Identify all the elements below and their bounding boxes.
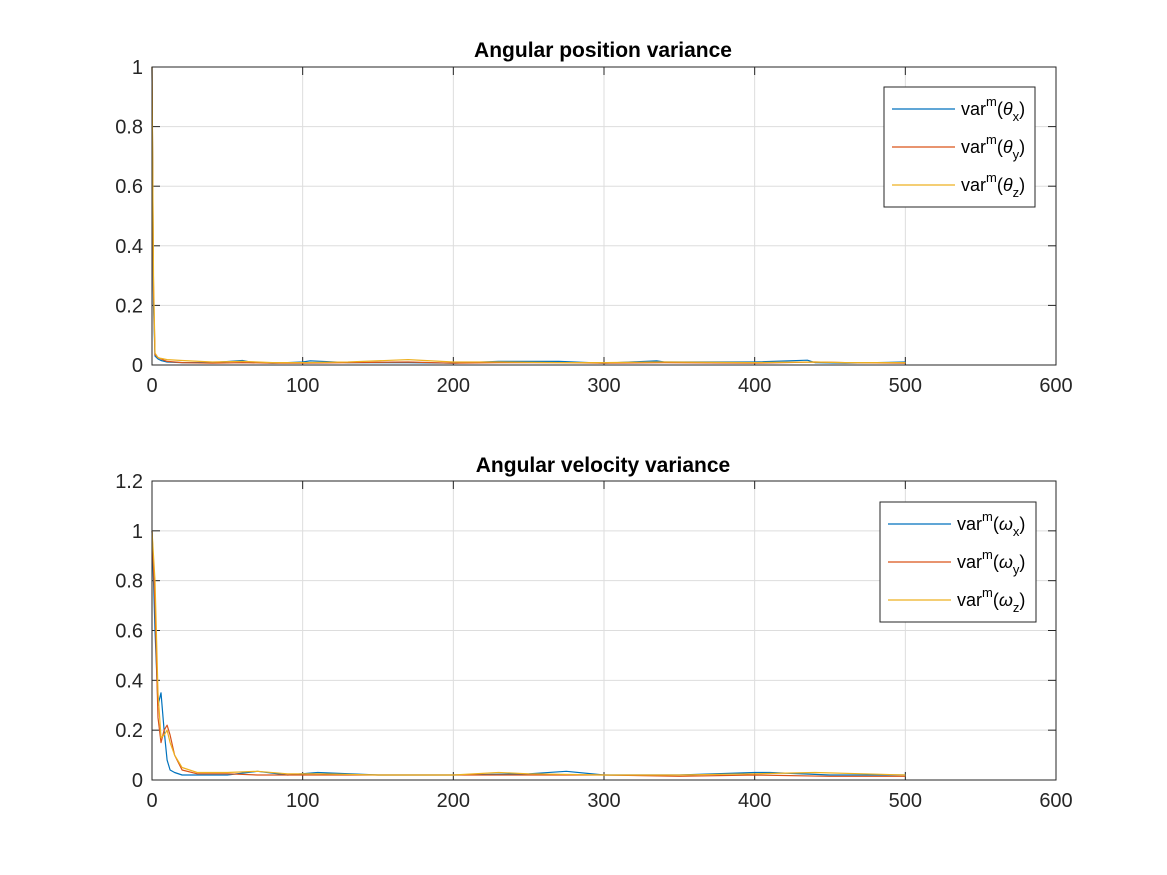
x-tick-label: 0 bbox=[146, 375, 157, 397]
x-tick-label: 100 bbox=[286, 790, 319, 812]
legend-sym: ω bbox=[999, 552, 1013, 572]
legend-open: ( bbox=[997, 99, 1003, 119]
legend-var: var bbox=[961, 137, 986, 157]
legend-sym: ω bbox=[999, 590, 1013, 610]
plot-lines bbox=[151, 66, 906, 364]
legend-entry: varm(ωx) bbox=[957, 509, 1025, 539]
plot-lines bbox=[151, 530, 906, 777]
axes-box bbox=[151, 66, 1057, 366]
legend-open: ( bbox=[997, 175, 1003, 195]
x-tick-label: 300 bbox=[587, 375, 620, 397]
legend-sup: m bbox=[982, 585, 993, 600]
legend-entry: varm(ωy) bbox=[957, 547, 1025, 577]
legend-close: ) bbox=[1019, 590, 1025, 610]
x-tick-label: 500 bbox=[889, 790, 922, 812]
x-tick-label: 200 bbox=[437, 790, 470, 812]
y-tick-label: 0.8 bbox=[115, 117, 143, 139]
legend-open: ( bbox=[993, 552, 999, 572]
legend-entry: varm(ωz) bbox=[957, 585, 1025, 615]
y-tick-label: 0.2 bbox=[115, 720, 143, 742]
subplot-angular-position: Angular position variance 0 100 200 300 400 5… bbox=[115, 39, 1073, 397]
legend-sub: y bbox=[1013, 562, 1020, 577]
x-tick-label: 300 bbox=[587, 790, 620, 812]
y-tick-labels: 0 0.2 0.4 0.6 0.8 1 1.2 bbox=[115, 471, 143, 792]
legend-close: ) bbox=[1019, 175, 1025, 195]
legend-open: ( bbox=[993, 590, 999, 610]
x-tick-labels: 0 100 200 300 400 500 600 bbox=[146, 790, 1072, 812]
y-tick-label: 0.6 bbox=[115, 176, 143, 198]
legend-open: ( bbox=[997, 137, 1003, 157]
y-tick-label: 1 bbox=[132, 57, 143, 79]
y-tick-label: 0 bbox=[132, 770, 143, 792]
y-tick-label: 0.2 bbox=[115, 295, 143, 317]
legend-close: ) bbox=[1019, 552, 1025, 572]
legend-entry: varm(θy) bbox=[961, 132, 1025, 162]
x-tick-label: 100 bbox=[286, 375, 319, 397]
legend-open: ( bbox=[993, 514, 999, 534]
x-tick-label: 600 bbox=[1039, 375, 1072, 397]
axes-box bbox=[151, 480, 1057, 781]
legend-sym: θ bbox=[1003, 175, 1013, 195]
chart-title: Angular position variance bbox=[474, 39, 732, 62]
y-tick-label: 0.6 bbox=[115, 621, 143, 643]
series-line-3 bbox=[151, 66, 906, 364]
legend-sup: m bbox=[986, 132, 997, 147]
legend-sup: m bbox=[982, 509, 993, 524]
legend-sub: z bbox=[1013, 600, 1020, 615]
subplot-angular-velocity: Angular velocity variance 0 100 200 300 400 5… bbox=[115, 454, 1073, 812]
legend-var: var bbox=[957, 590, 982, 610]
y-tick-label: 0.4 bbox=[115, 670, 143, 692]
legend-close: ) bbox=[1019, 137, 1025, 157]
y-tick-labels: 0 0.2 0.4 0.6 0.8 1 bbox=[115, 57, 143, 377]
legend-sym: ω bbox=[999, 514, 1013, 534]
x-tick-label: 400 bbox=[738, 790, 771, 812]
chart-title: Angular velocity variance bbox=[476, 454, 730, 477]
legend-sub: x bbox=[1013, 524, 1020, 539]
legend-sup: m bbox=[986, 94, 997, 109]
x-tick-labels: 0 100 200 300 400 500 600 bbox=[146, 375, 1072, 397]
legend-close: ) bbox=[1019, 514, 1025, 534]
x-tick-label: 500 bbox=[889, 375, 922, 397]
y-tick-label: 1 bbox=[132, 521, 143, 543]
legend: varm(ωx)varm(ωy)varm(ωz) bbox=[879, 501, 1037, 623]
x-tick-label: 200 bbox=[437, 375, 470, 397]
legend-close: ) bbox=[1019, 99, 1025, 119]
x-tick-label: 400 bbox=[738, 375, 771, 397]
y-tick-label: 0.8 bbox=[115, 571, 143, 593]
y-tick-label: 0 bbox=[132, 355, 143, 377]
legend-sup: m bbox=[986, 170, 997, 185]
legend-var: var bbox=[961, 175, 986, 195]
series-line-3 bbox=[151, 530, 906, 776]
legend-sub: z bbox=[1013, 185, 1020, 200]
y-tick-label: 1.2 bbox=[115, 471, 143, 493]
legend-sub: y bbox=[1013, 147, 1020, 162]
legend-sym: θ bbox=[1003, 137, 1013, 157]
legend-sup: m bbox=[982, 547, 993, 562]
y-tick-label: 0.4 bbox=[115, 236, 143, 258]
legend-var: var bbox=[961, 99, 986, 119]
x-tick-label: 600 bbox=[1039, 790, 1072, 812]
legend-sym: θ bbox=[1003, 99, 1013, 119]
x-tick-label: 0 bbox=[146, 790, 157, 812]
legend: varm(θx)varm(θy)varm(θz) bbox=[883, 86, 1036, 208]
legend-entry: varm(θz) bbox=[961, 170, 1025, 200]
legend-var: var bbox=[957, 514, 982, 534]
legend-var: var bbox=[957, 552, 982, 572]
legend-entry: varm(θx) bbox=[961, 94, 1025, 124]
legend-sub: x bbox=[1013, 109, 1020, 124]
